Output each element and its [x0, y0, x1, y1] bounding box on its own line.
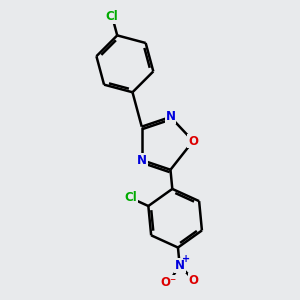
Text: Cl: Cl: [106, 10, 118, 23]
Text: Cl: Cl: [124, 191, 137, 204]
Text: O: O: [188, 134, 198, 148]
Text: O⁻: O⁻: [160, 276, 177, 289]
Text: N: N: [137, 154, 147, 166]
Text: O: O: [189, 274, 199, 287]
Text: N: N: [166, 110, 176, 124]
Text: N: N: [175, 259, 185, 272]
Text: +: +: [182, 254, 190, 264]
